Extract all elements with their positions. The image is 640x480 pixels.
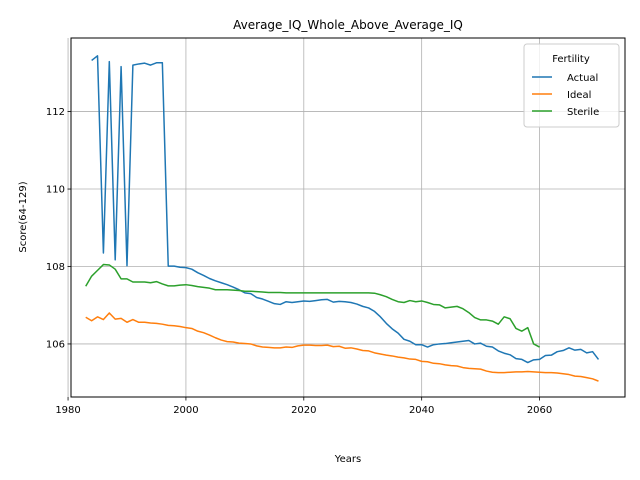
series-lines (85, 55, 600, 382)
series-line-ideal (85, 312, 599, 382)
legend-entries: Actual Ideal Sterile (532, 73, 599, 118)
y-tick-label: 110 (46, 185, 65, 196)
series-line-sterile (85, 263, 540, 348)
legend: Fertility Actual Ideal Sterile (523, 43, 620, 128)
legend-label-ideal: Ideal (567, 90, 591, 101)
chart-title: Average_IQ_Whole_Above_Average_IQ (233, 18, 463, 32)
x-tick-label: 1980 (55, 405, 80, 416)
x-tick-label: 2040 (409, 405, 434, 416)
legend-label-sterile: Sterile (567, 107, 599, 118)
legend-label-actual: Actual (567, 73, 598, 84)
y-tick-label: 112 (46, 107, 65, 118)
axis-ticks: 1980 2000 2020 2040 2060 106 108 110 112 (46, 107, 552, 416)
legend-box (523, 43, 620, 128)
plot-frame (70, 37, 626, 398)
x-axis-label: Years (334, 454, 361, 465)
y-axis-label: Score(64-129) (18, 181, 29, 252)
y-tick-label: 106 (46, 339, 65, 350)
x-tick-label: 2020 (291, 405, 316, 416)
y-tick-label: 108 (46, 262, 65, 273)
x-tick-label: 2000 (173, 405, 198, 416)
legend-title: Fertility (552, 54, 590, 65)
x-tick-label: 2060 (527, 405, 552, 416)
series-line-actual (91, 55, 600, 364)
